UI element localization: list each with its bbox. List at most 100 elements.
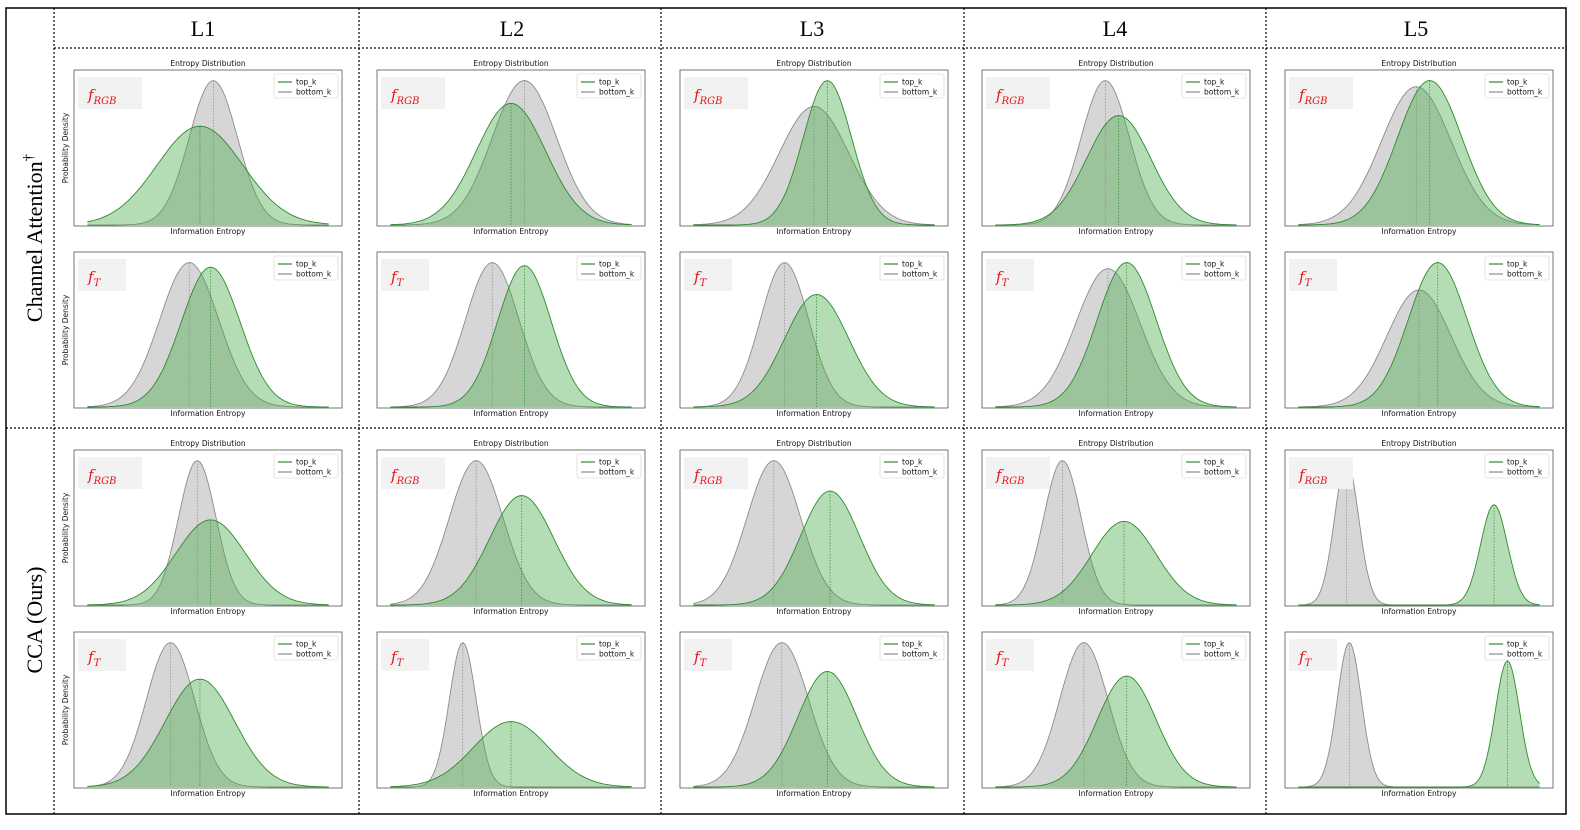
feature-label-base: f [995, 268, 1004, 286]
top-k-curve [995, 675, 1237, 788]
top-k-curve [693, 490, 935, 606]
top-k-area [87, 126, 329, 225]
subplot: Information Entropy Probability Density to… [61, 251, 343, 418]
feature-label-base: f [1298, 648, 1307, 666]
legend-bottom-k-label: bottom_k [1204, 650, 1240, 659]
feature-label: fRGB [87, 86, 116, 107]
subplot-title: Entropy Distribution [1078, 59, 1154, 68]
feature-label-base: f [1298, 466, 1307, 484]
legend-bottom-k-label: bottom_k [599, 270, 635, 279]
subplot-title: Entropy Distribution [776, 439, 852, 448]
feature-label: fRGB [390, 86, 419, 107]
subplot-title: Entropy Distribution [1381, 439, 1457, 448]
legend-top-k-label: top_k [296, 260, 317, 269]
legend-top-k-label: top_k [1204, 458, 1225, 467]
legend-top-k-label: top_k [599, 640, 620, 649]
feature-label-base: f [693, 648, 702, 666]
bottom-k-area [995, 80, 1237, 225]
bottom-k-curve [693, 642, 935, 788]
feature-label-box [684, 457, 748, 489]
subplot-title: Entropy Distribution [1078, 439, 1154, 448]
legend-bottom-k-label: bottom_k [1204, 88, 1240, 97]
subplot-title: Entropy Distribution [170, 59, 246, 68]
subplot: Entropy Distribution Information Entropy t… [981, 439, 1251, 616]
bottom-k-area [1298, 642, 1540, 787]
feature-label-box [381, 457, 445, 489]
x-axis-label: Information Entropy [171, 409, 246, 418]
legend-bottom-k-label: bottom_k [296, 650, 332, 659]
feature-label-subscript: T [397, 278, 405, 289]
feature-label: fT [87, 648, 102, 669]
legend-bottom-k-label: bottom_k [1507, 650, 1543, 659]
subplot: Entropy Distribution Information Entropy t… [981, 59, 1251, 236]
feature-label-box [684, 639, 732, 671]
column-header-l3: L3 [800, 16, 824, 41]
feature-label-base: f [1298, 268, 1307, 286]
feature-label-box [381, 259, 429, 291]
y-axis-label: Probability Density [61, 674, 70, 745]
top-k-curve [87, 266, 329, 408]
legend-bottom-k-label: bottom_k [1204, 270, 1240, 279]
row-header-channel-attention: Channel Attention† [21, 153, 47, 322]
feature-label-base: f [693, 466, 702, 484]
feature-label-subscript: T [1002, 278, 1010, 289]
top-k-curve [390, 265, 632, 408]
legend-bottom-k-label: bottom_k [296, 468, 332, 477]
feature-label-box [1289, 259, 1337, 291]
top-k-area [1298, 80, 1540, 225]
subplot: Entropy Distribution Information Entropy t… [679, 59, 949, 236]
column-header-l4: L4 [1103, 16, 1127, 41]
feature-label-subscript: T [700, 278, 708, 289]
y-axis-label: Probability Density [61, 294, 70, 365]
bottom-k-curve [390, 262, 632, 408]
x-axis-label: Information Entropy [1382, 409, 1457, 418]
x-axis-label: Information Entropy [1382, 789, 1457, 798]
legend-bottom-k-label: bottom_k [1507, 88, 1543, 97]
bottom-k-curve [87, 262, 329, 408]
top-k-area [995, 262, 1237, 407]
x-axis-label: Information Entropy [1079, 789, 1154, 798]
legend-bottom-k-label: bottom_k [902, 650, 938, 659]
top-k-curve [390, 495, 632, 606]
subplot: Entropy Distribution Information Entropy t… [376, 439, 646, 616]
feature-label: fRGB [693, 466, 722, 487]
feature-label: fT [995, 648, 1010, 669]
feature-label: fRGB [995, 466, 1024, 487]
row-header-dagger: † [21, 153, 37, 161]
top-k-area [1298, 262, 1540, 407]
subplot-title: Entropy Distribution [776, 59, 852, 68]
bottom-k-area [995, 268, 1237, 407]
bottom-k-area [693, 262, 935, 407]
feature-label-subscript: RGB [396, 476, 420, 487]
feature-label-box [986, 259, 1034, 291]
column-header-l1: L1 [191, 16, 215, 41]
feature-label-base: f [995, 466, 1004, 484]
legend-bottom-k-label: bottom_k [599, 468, 635, 477]
bottom-k-curve [390, 80, 632, 226]
bottom-k-curve [693, 105, 935, 226]
feature-label-subscript: RGB [93, 476, 117, 487]
top-k-curve [693, 294, 935, 408]
top-k-curve [87, 678, 329, 788]
bottom-k-area [1298, 460, 1540, 605]
feature-label-subscript: RGB [699, 476, 723, 487]
top-k-curve [693, 80, 935, 226]
x-axis-label: Information Entropy [171, 789, 246, 798]
subplot: Entropy Distribution Information Entropy t… [1284, 59, 1554, 236]
bottom-k-curve [693, 262, 935, 408]
feature-label-box [1289, 77, 1353, 109]
feature-label: fRGB [1298, 86, 1327, 107]
feature-label: fRGB [995, 86, 1024, 107]
subplot: Entropy Distribution Information Entropy P… [61, 439, 343, 616]
feature-label-base: f [693, 268, 702, 286]
top-k-curve [995, 262, 1237, 408]
feature-label-base: f [390, 648, 399, 666]
legend-top-k-label: top_k [1204, 640, 1225, 649]
feature-label-subscript: T [1002, 658, 1010, 669]
feature-label: fT [693, 268, 708, 289]
feature-label-box [78, 457, 142, 489]
feature-label: fT [390, 268, 405, 289]
